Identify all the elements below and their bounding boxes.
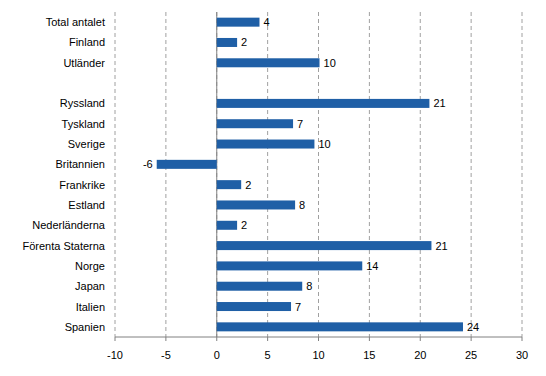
tick-label: 0: [214, 349, 220, 361]
bar: [217, 58, 320, 67]
tick-label: -5: [161, 349, 171, 361]
category-label: Spanien: [65, 321, 105, 333]
category-label: Japan: [75, 280, 105, 292]
bar: [217, 322, 463, 331]
data-label: 10: [324, 57, 336, 69]
x-axis: [115, 337, 522, 338]
tick-mark: [165, 337, 166, 341]
category-label: Frankrike: [59, 179, 105, 191]
tick-mark: [471, 337, 472, 341]
tick-label: 30: [516, 349, 528, 361]
bar: [217, 119, 293, 128]
data-label: 2: [245, 179, 251, 191]
data-label: 8: [306, 280, 312, 292]
data-label: 2: [241, 36, 247, 48]
bar: [217, 200, 295, 209]
category-label: Total antalet: [46, 16, 105, 28]
bar: [217, 38, 237, 47]
chart: -10-5051015202530421021710-628221148724T…: [0, 0, 546, 376]
category-label: Ryssland: [60, 97, 105, 109]
bar: [217, 261, 363, 270]
category-label: Tyskland: [62, 118, 105, 130]
category-label: Norge: [75, 260, 105, 272]
tick-label: 25: [465, 349, 477, 361]
bar: [217, 241, 432, 250]
data-label: 21: [433, 97, 445, 109]
category-label: Utländer: [63, 57, 105, 69]
data-label: 4: [263, 16, 269, 28]
tick-label: 15: [363, 349, 375, 361]
data-label: 14: [366, 260, 378, 272]
bar: [217, 140, 315, 149]
bar: [157, 160, 217, 169]
data-label: 7: [297, 118, 303, 130]
data-label: 10: [318, 138, 330, 150]
tick-label: 10: [312, 349, 324, 361]
data-label: 2: [241, 219, 247, 231]
grid-line: [471, 12, 472, 337]
grid-line: [522, 12, 523, 337]
category-label: Finland: [69, 36, 105, 48]
category-label: Italien: [76, 301, 105, 313]
tick-mark: [318, 337, 319, 341]
grid-line: [165, 12, 166, 337]
tick-mark: [522, 337, 523, 341]
bar: [217, 18, 260, 27]
tick-label: 5: [265, 349, 271, 361]
data-label: -6: [143, 158, 153, 170]
grid-line: [369, 12, 370, 337]
tick-mark: [115, 337, 116, 341]
data-label: 8: [299, 199, 305, 211]
data-label: 24: [467, 321, 479, 333]
bar: [217, 282, 302, 291]
bar: [217, 302, 291, 311]
grid-line: [115, 12, 116, 337]
tick-mark: [216, 337, 217, 341]
bar: [217, 221, 237, 230]
tick-mark: [267, 337, 268, 341]
category-label: Förenta Staterna: [22, 240, 105, 252]
category-label: Estland: [68, 199, 105, 211]
grid-line: [420, 12, 421, 337]
data-label: 21: [435, 240, 447, 252]
tick-mark: [369, 337, 370, 341]
data-label: 7: [295, 301, 301, 313]
bars: [157, 18, 463, 332]
tick-label: -10: [107, 349, 123, 361]
tick-mark: [420, 337, 421, 341]
tick-label: 20: [414, 349, 426, 361]
category-label: Sverige: [68, 138, 105, 150]
category-label: Nederländerna: [32, 219, 106, 231]
bar: [217, 99, 430, 108]
category-label: Britannien: [55, 158, 105, 170]
bar: [217, 180, 241, 189]
grid: [115, 12, 522, 337]
